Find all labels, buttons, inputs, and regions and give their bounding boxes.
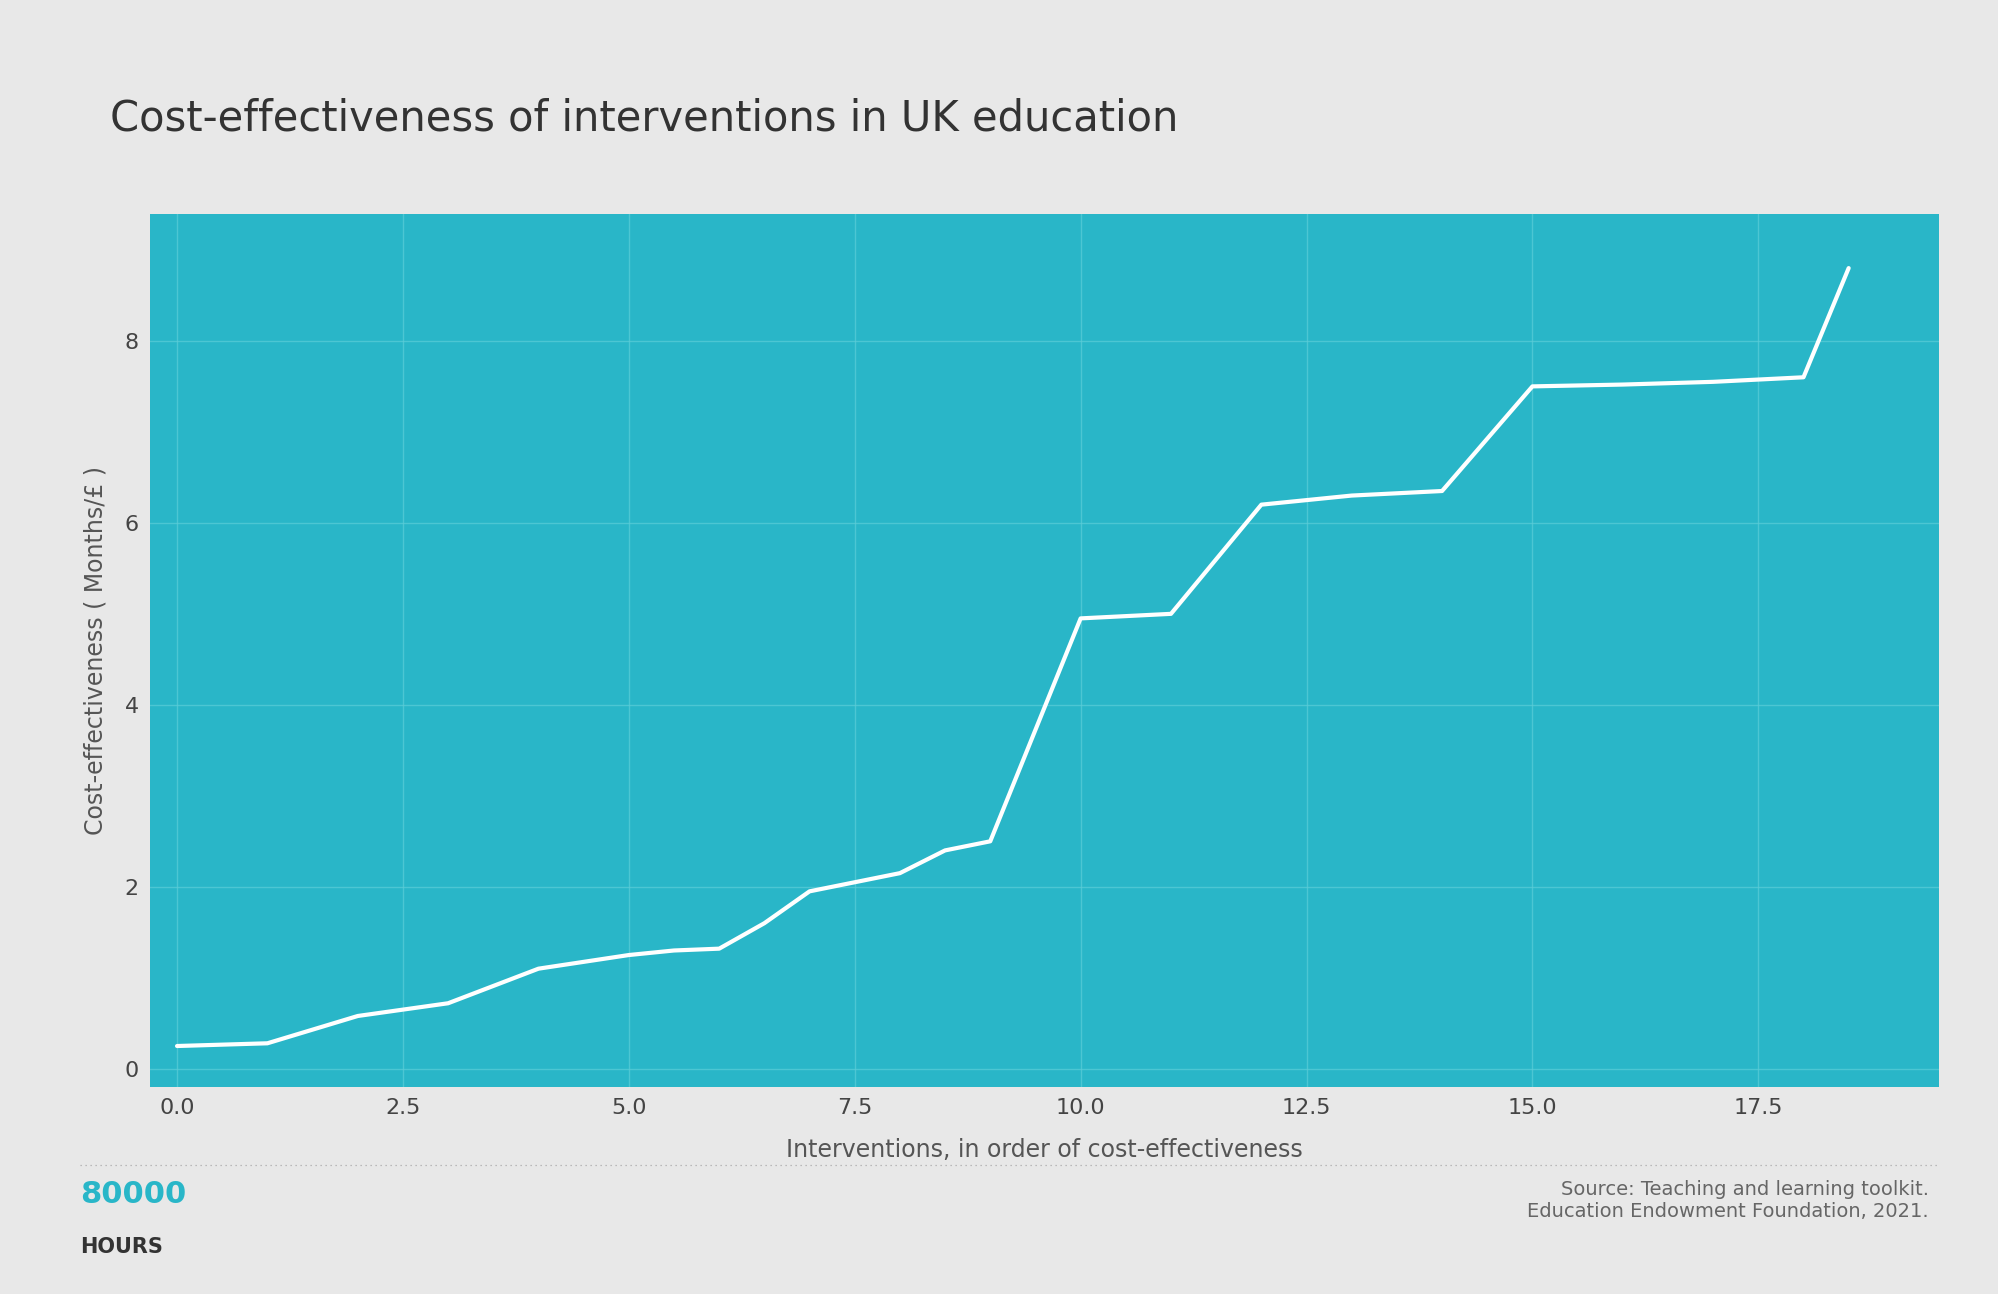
Y-axis label: Cost-effectiveness ( Months/£ ): Cost-effectiveness ( Months/£ ) <box>84 466 108 835</box>
Text: Cost-effectiveness of interventions in UK education: Cost-effectiveness of interventions in U… <box>110 97 1177 138</box>
Text: 80000: 80000 <box>80 1180 186 1209</box>
Text: HOURS: HOURS <box>80 1237 162 1256</box>
Text: Source: Teaching and learning toolkit.
Education Endowment Foundation, 2021.: Source: Teaching and learning toolkit. E… <box>1526 1180 1928 1222</box>
X-axis label: Interventions, in order of cost-effectiveness: Interventions, in order of cost-effectiv… <box>785 1137 1303 1162</box>
